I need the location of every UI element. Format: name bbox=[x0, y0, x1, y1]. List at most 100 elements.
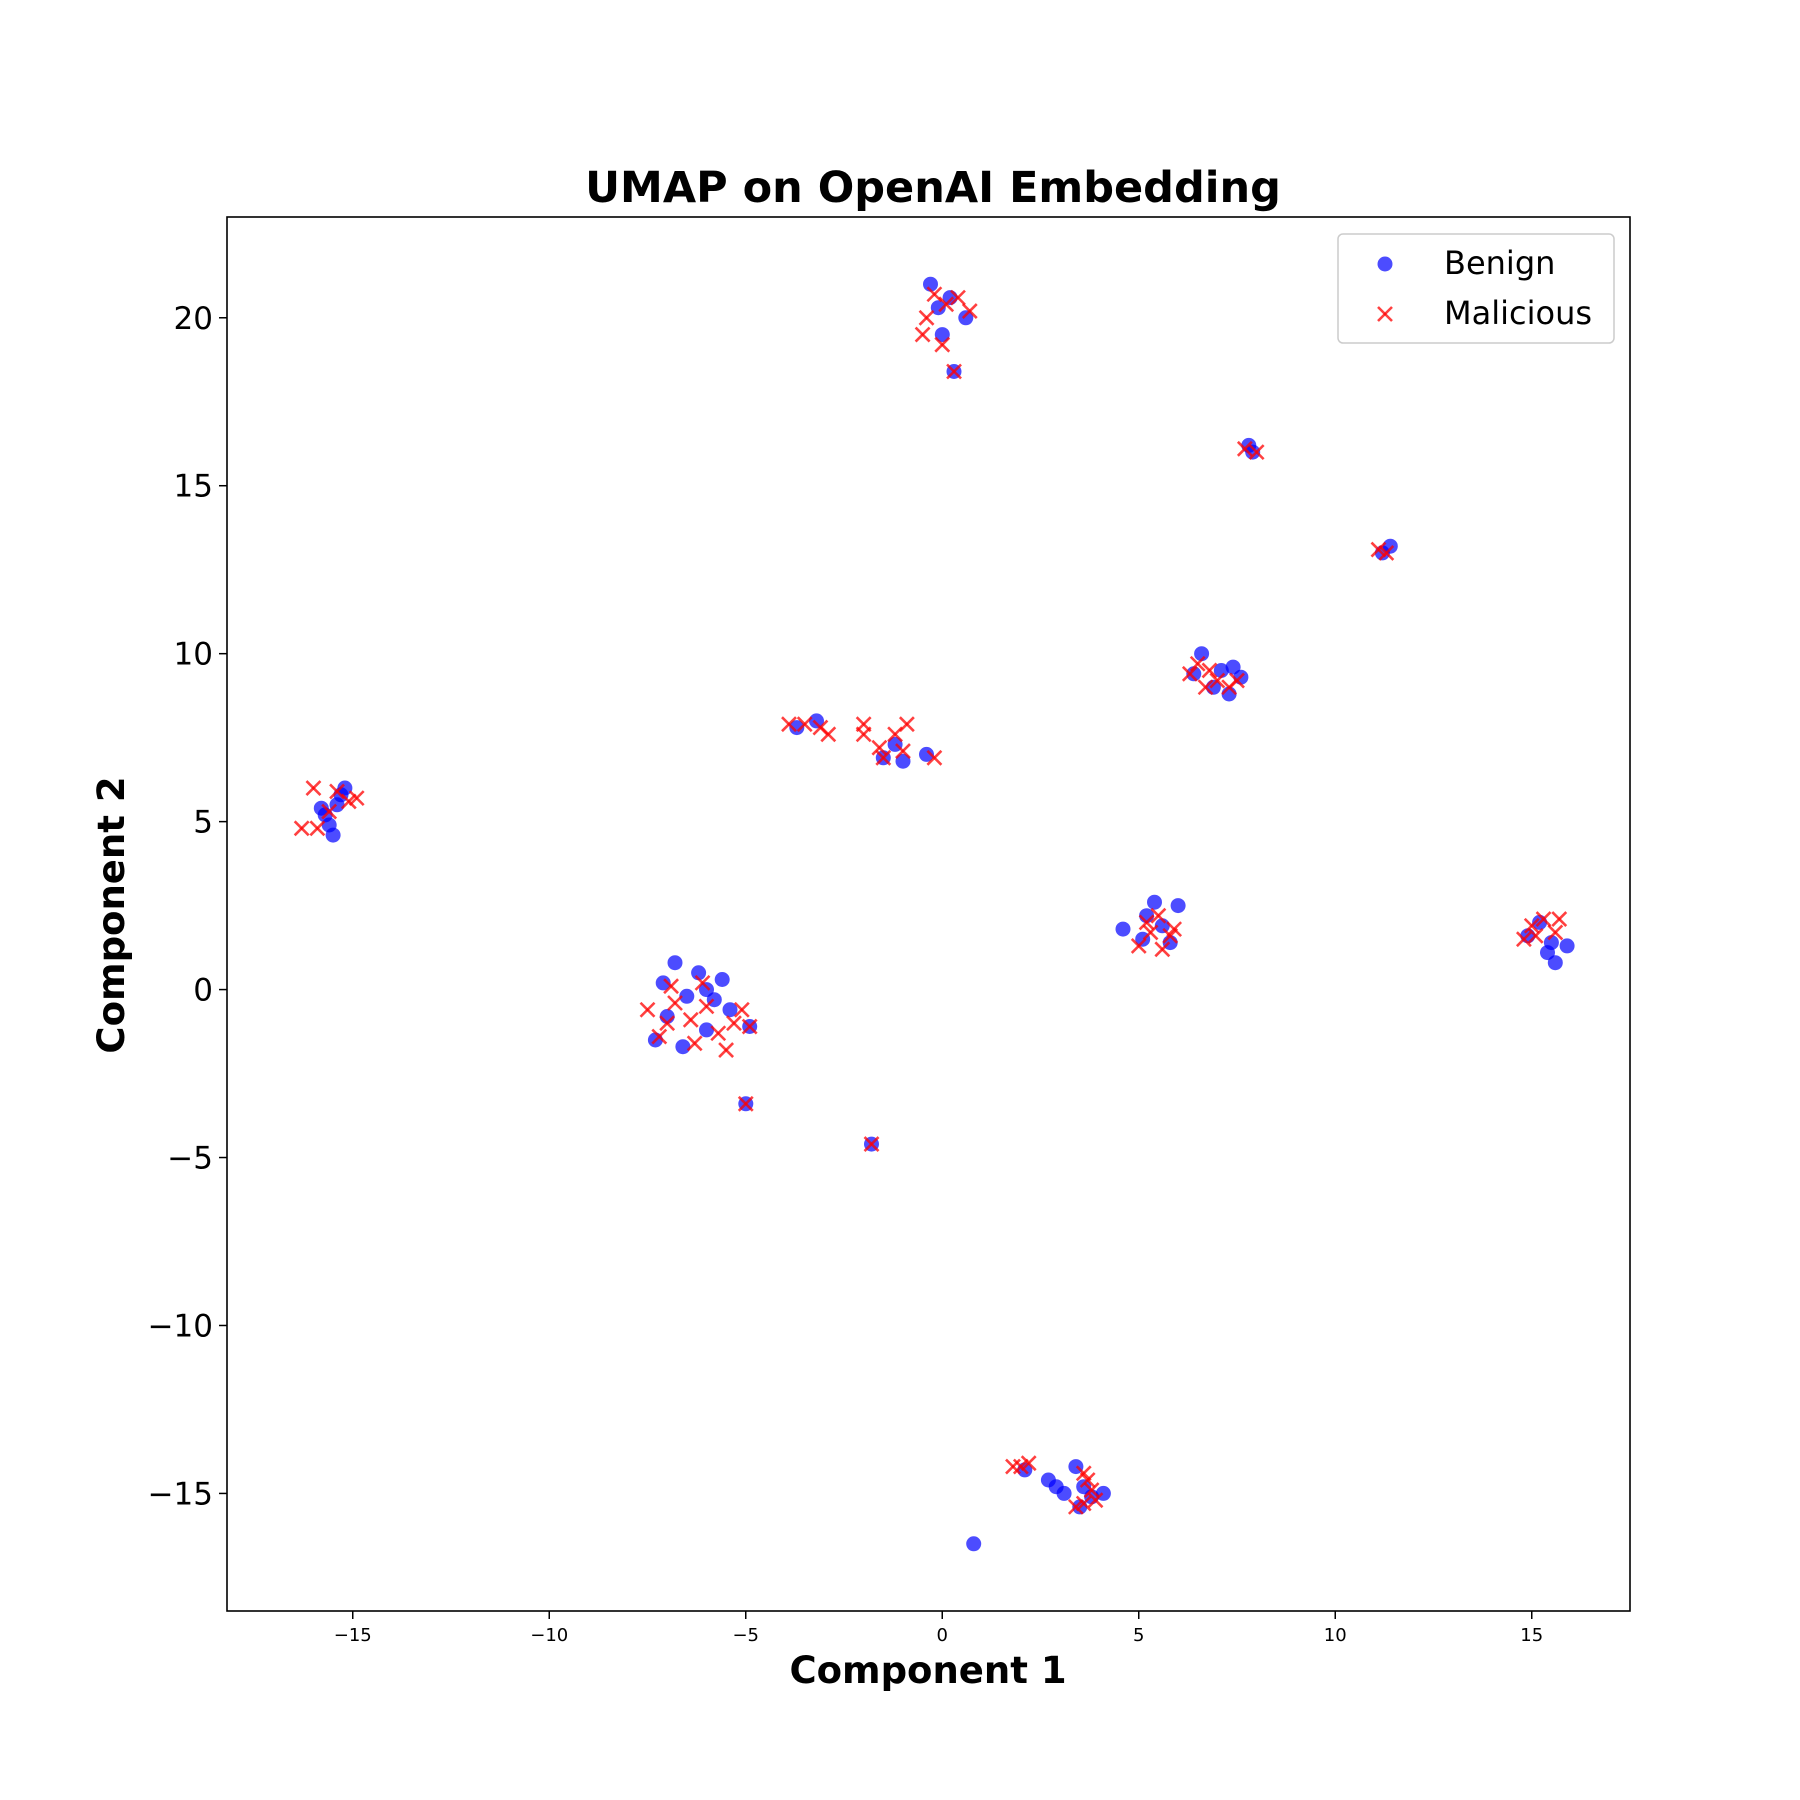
malicious-point bbox=[1189, 655, 1206, 672]
malicious-point bbox=[950, 289, 966, 306]
malicious-point bbox=[305, 780, 322, 796]
benign-point bbox=[1154, 918, 1170, 934]
malicious-point bbox=[926, 286, 943, 303]
benign-point bbox=[934, 327, 950, 343]
benign-point bbox=[337, 780, 353, 796]
y-tick-label: −15 bbox=[148, 1476, 213, 1512]
malicious-point bbox=[820, 726, 837, 743]
malicious-point bbox=[898, 716, 915, 733]
malicious-point bbox=[651, 1028, 668, 1045]
malicious-point bbox=[1181, 665, 1198, 682]
malicious-point bbox=[1535, 911, 1552, 927]
malicious-point bbox=[918, 309, 935, 326]
benign-point bbox=[1115, 921, 1131, 937]
benign-point bbox=[1245, 444, 1261, 460]
benign-point bbox=[714, 972, 730, 987]
benign-point bbox=[919, 746, 934, 762]
benign-point bbox=[321, 817, 337, 833]
legend-benign-marker bbox=[1377, 256, 1393, 272]
malicious-point bbox=[863, 1136, 880, 1153]
legend-benign-label: Benign bbox=[1444, 244, 1555, 282]
malicious-point bbox=[726, 1015, 742, 1032]
benign-point bbox=[1225, 659, 1241, 675]
malicious-point bbox=[1020, 1455, 1037, 1472]
malicious-point bbox=[1150, 907, 1167, 924]
malicious-point bbox=[1523, 917, 1540, 934]
malicious-point bbox=[961, 303, 978, 319]
benign-point bbox=[699, 1022, 714, 1038]
malicious-point bbox=[781, 716, 797, 733]
benign-point bbox=[699, 982, 714, 998]
benign-point bbox=[1056, 1485, 1072, 1501]
malicious-point bbox=[293, 820, 310, 837]
legend-malicious-label: Malicious bbox=[1444, 294, 1592, 332]
malicious-point bbox=[1515, 931, 1532, 948]
benign-point bbox=[966, 1536, 982, 1552]
malicious-point bbox=[1378, 544, 1395, 561]
malicious-point bbox=[1197, 679, 1214, 696]
malicious-point bbox=[1075, 1495, 1092, 1512]
malicious-point bbox=[733, 1001, 750, 1018]
legend-malicious-marker bbox=[1377, 306, 1393, 322]
y-tick-label: 0 bbox=[193, 973, 213, 1009]
x-tick-label: −10 bbox=[530, 1625, 568, 1646]
legend: Benign Malicious bbox=[1337, 233, 1615, 344]
malicious-point bbox=[1079, 1472, 1096, 1488]
malicious-point bbox=[321, 803, 338, 820]
malicious-point bbox=[309, 820, 326, 837]
malicious-point bbox=[667, 995, 683, 1011]
benign-point bbox=[1147, 894, 1162, 910]
malicious-point bbox=[1012, 1458, 1029, 1475]
malicious-point bbox=[1087, 1492, 1104, 1509]
malicious-point bbox=[663, 978, 680, 995]
plot-frame bbox=[226, 216, 1631, 1612]
y-tick-label: 20 bbox=[174, 301, 213, 337]
malicious-point bbox=[946, 363, 962, 380]
malicious-point bbox=[659, 1015, 676, 1032]
x-tick-label: 5 bbox=[1133, 1625, 1144, 1646]
benign-point bbox=[789, 720, 805, 736]
y-tick-label: 15 bbox=[174, 469, 213, 505]
y-tick-label: −10 bbox=[148, 1308, 213, 1344]
malicious-point bbox=[737, 1095, 754, 1112]
x-axis-ticks: −15 −10 −5 0 5 10 15 bbox=[334, 1611, 1543, 1646]
malicious-point bbox=[686, 1035, 703, 1052]
legend-box bbox=[1337, 233, 1615, 344]
benign-point bbox=[313, 800, 329, 816]
benign-point bbox=[1170, 898, 1186, 914]
data-layer bbox=[293, 276, 1575, 1552]
malicious-point bbox=[875, 749, 892, 766]
malicious-point bbox=[718, 1042, 735, 1058]
malicious-point bbox=[855, 716, 872, 733]
chart-title: UMAP on OpenAI Embedding bbox=[585, 163, 1281, 213]
malicious-point bbox=[895, 743, 911, 760]
malicious-point bbox=[1527, 927, 1544, 944]
benign-point bbox=[1540, 945, 1555, 961]
malicious-point bbox=[1229, 672, 1245, 689]
x-tick-label: 0 bbox=[937, 1625, 948, 1646]
malicious-point bbox=[741, 1018, 758, 1035]
x-tick-label: −15 bbox=[334, 1625, 372, 1646]
malicious-point bbox=[926, 749, 943, 766]
malicious-point bbox=[1142, 924, 1159, 941]
malicious-point bbox=[1201, 662, 1218, 679]
benign-point bbox=[1076, 1479, 1092, 1495]
malicious-point bbox=[796, 716, 813, 733]
malicious-point bbox=[934, 336, 951, 353]
benign-point bbox=[675, 1039, 691, 1055]
y-tick-label: 5 bbox=[193, 805, 213, 841]
malicious-point bbox=[340, 793, 357, 810]
y-tick-label: −5 bbox=[167, 1141, 213, 1177]
x-tick-label: 10 bbox=[1324, 1625, 1347, 1646]
y-axis-ticks: −15 −10 −5 0 5 10 15 20 bbox=[148, 301, 227, 1512]
malicious-point bbox=[682, 1011, 699, 1028]
benign-point bbox=[679, 988, 695, 1004]
benign-point bbox=[667, 955, 683, 971]
malicious-point bbox=[1236, 440, 1253, 457]
benign-point bbox=[1547, 955, 1563, 971]
malicious-point bbox=[1130, 937, 1147, 954]
malicious-point bbox=[1166, 921, 1183, 938]
x-axis-label: Component 1 bbox=[789, 1649, 1066, 1692]
x-tick-label: −5 bbox=[732, 1625, 759, 1646]
